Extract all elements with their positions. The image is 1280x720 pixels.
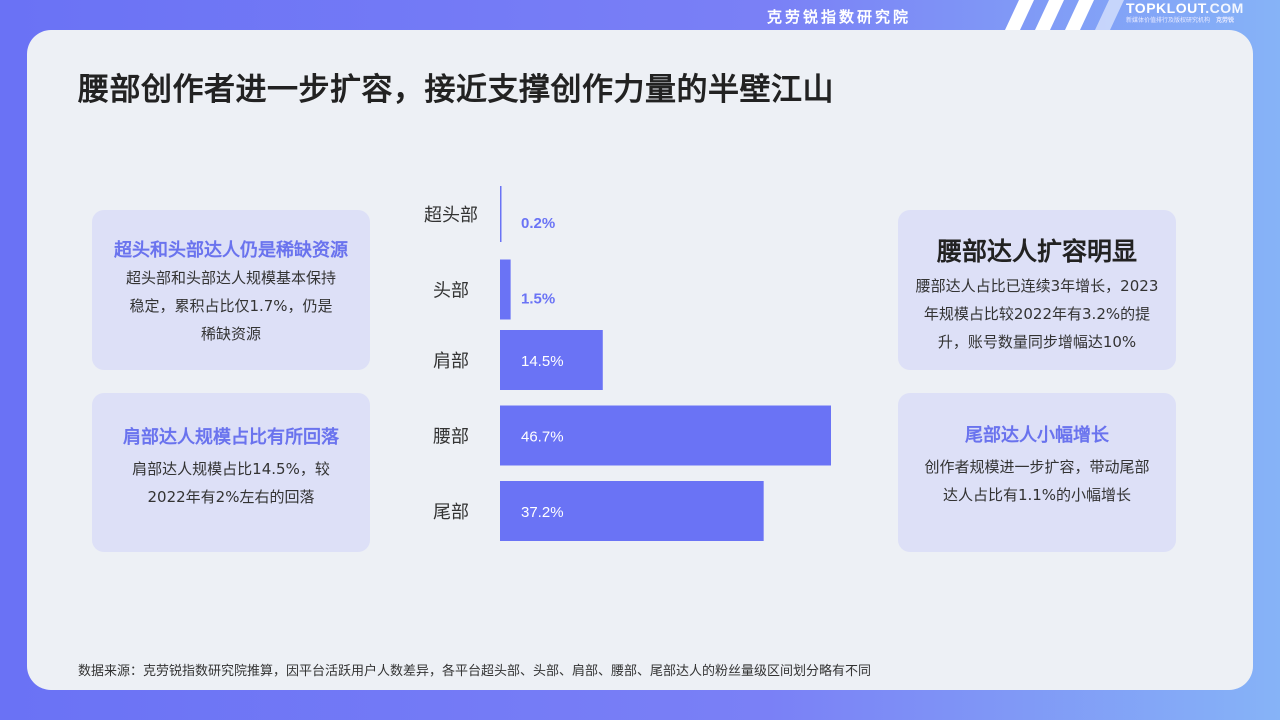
content-card: 腰部创作者进一步扩容，接近支撑创作力量的半壁江山 超头和头部达人仍是稀缺资源 超… bbox=[27, 30, 1253, 690]
callout-title: 超头和头部达人仍是稀缺资源 bbox=[114, 240, 348, 261]
callout-body: 腰部达人占比已连续3年增长，2023年规模占比较2022年有3.2%的提升，账号… bbox=[915, 277, 1159, 351]
callout-body: 创作者规模进一步扩容，带动尾部达人占比有1.1%的小幅增长 bbox=[924, 458, 1150, 504]
callout-top-right: 腰部达人扩容明显 腰部达人占比已连续3年增长，2023年规模占比较2022年有3… bbox=[898, 210, 1176, 370]
bar-3 bbox=[500, 405, 831, 466]
stripes-decoration bbox=[1005, 0, 1124, 30]
bar-4 bbox=[500, 481, 764, 541]
brand-logo: TOPKLOUT.COM 新媒体价值排行及版权研究机构 克劳锐 bbox=[1126, 1, 1276, 29]
callout-body: 肩部达人规模占比14.5%，较2022年有2%左右的回落 bbox=[132, 460, 330, 506]
callout-title: 尾部达人小幅增长 bbox=[965, 425, 1109, 446]
value-label: 37.2% bbox=[521, 504, 564, 521]
callout-title: 肩部达人规模占比有所回落 bbox=[123, 427, 339, 448]
bar-0 bbox=[500, 186, 502, 242]
callout-bottom-left: 肩部达人规模占比有所回落 肩部达人规模占比14.5%，较2022年有2%左右的回… bbox=[92, 393, 370, 552]
brand-tagline: 新媒体价值排行及版权研究机构 克劳锐 bbox=[1126, 17, 1235, 24]
bar-chart: 超头部 0.2% 头部 1.5% 肩部 14.5% 腰部 46.7% 尾部 37.2% bbox=[424, 186, 831, 541]
callout-bottom-right: 尾部达人小幅增长 创作者规模进一步扩容，带动尾部达人占比有1.1%的小幅增长 bbox=[898, 393, 1176, 552]
callout-title: 腰部达人扩容明显 bbox=[936, 237, 1137, 266]
value-label: 0.2% bbox=[521, 215, 555, 232]
bar-1 bbox=[500, 259, 511, 320]
value-label: 46.7% bbox=[521, 429, 564, 446]
category-label: 腰部 bbox=[433, 427, 469, 448]
category-label: 头部 bbox=[433, 281, 469, 302]
data-source-note: 数据来源：克劳锐指数研究院推算，因平台活跃用户人数差异，各平台超头部、头部、肩部… bbox=[78, 664, 872, 679]
category-label: 尾部 bbox=[433, 502, 469, 523]
brand-name-cn: 克劳锐指数研究院 bbox=[767, 8, 912, 26]
brand-logo-text: TOPKLOUT.COM bbox=[1126, 0, 1244, 16]
category-label: 肩部 bbox=[433, 351, 469, 372]
value-label: 14.5% bbox=[521, 353, 564, 370]
callout-body: 超头部和头部达人规模基本保持稳定，累积占比仅1.7%，仍是稀缺资源 bbox=[126, 269, 337, 343]
page-title: 腰部创作者进一步扩容，接近支撑创作力量的半壁江山 bbox=[78, 72, 834, 108]
top-banner: 克劳锐指数研究院 TOPKLOUT.COM 新媒体价值排行及版权研究机构 克劳锐 bbox=[0, 0, 1280, 30]
callout-top-left: 超头和头部达人仍是稀缺资源 超头部和头部达人规模基本保持稳定，累积占比仅1.7%… bbox=[92, 210, 370, 370]
value-label: 1.5% bbox=[521, 291, 555, 308]
category-label: 超头部 bbox=[424, 205, 478, 226]
bar-2 bbox=[500, 330, 603, 390]
